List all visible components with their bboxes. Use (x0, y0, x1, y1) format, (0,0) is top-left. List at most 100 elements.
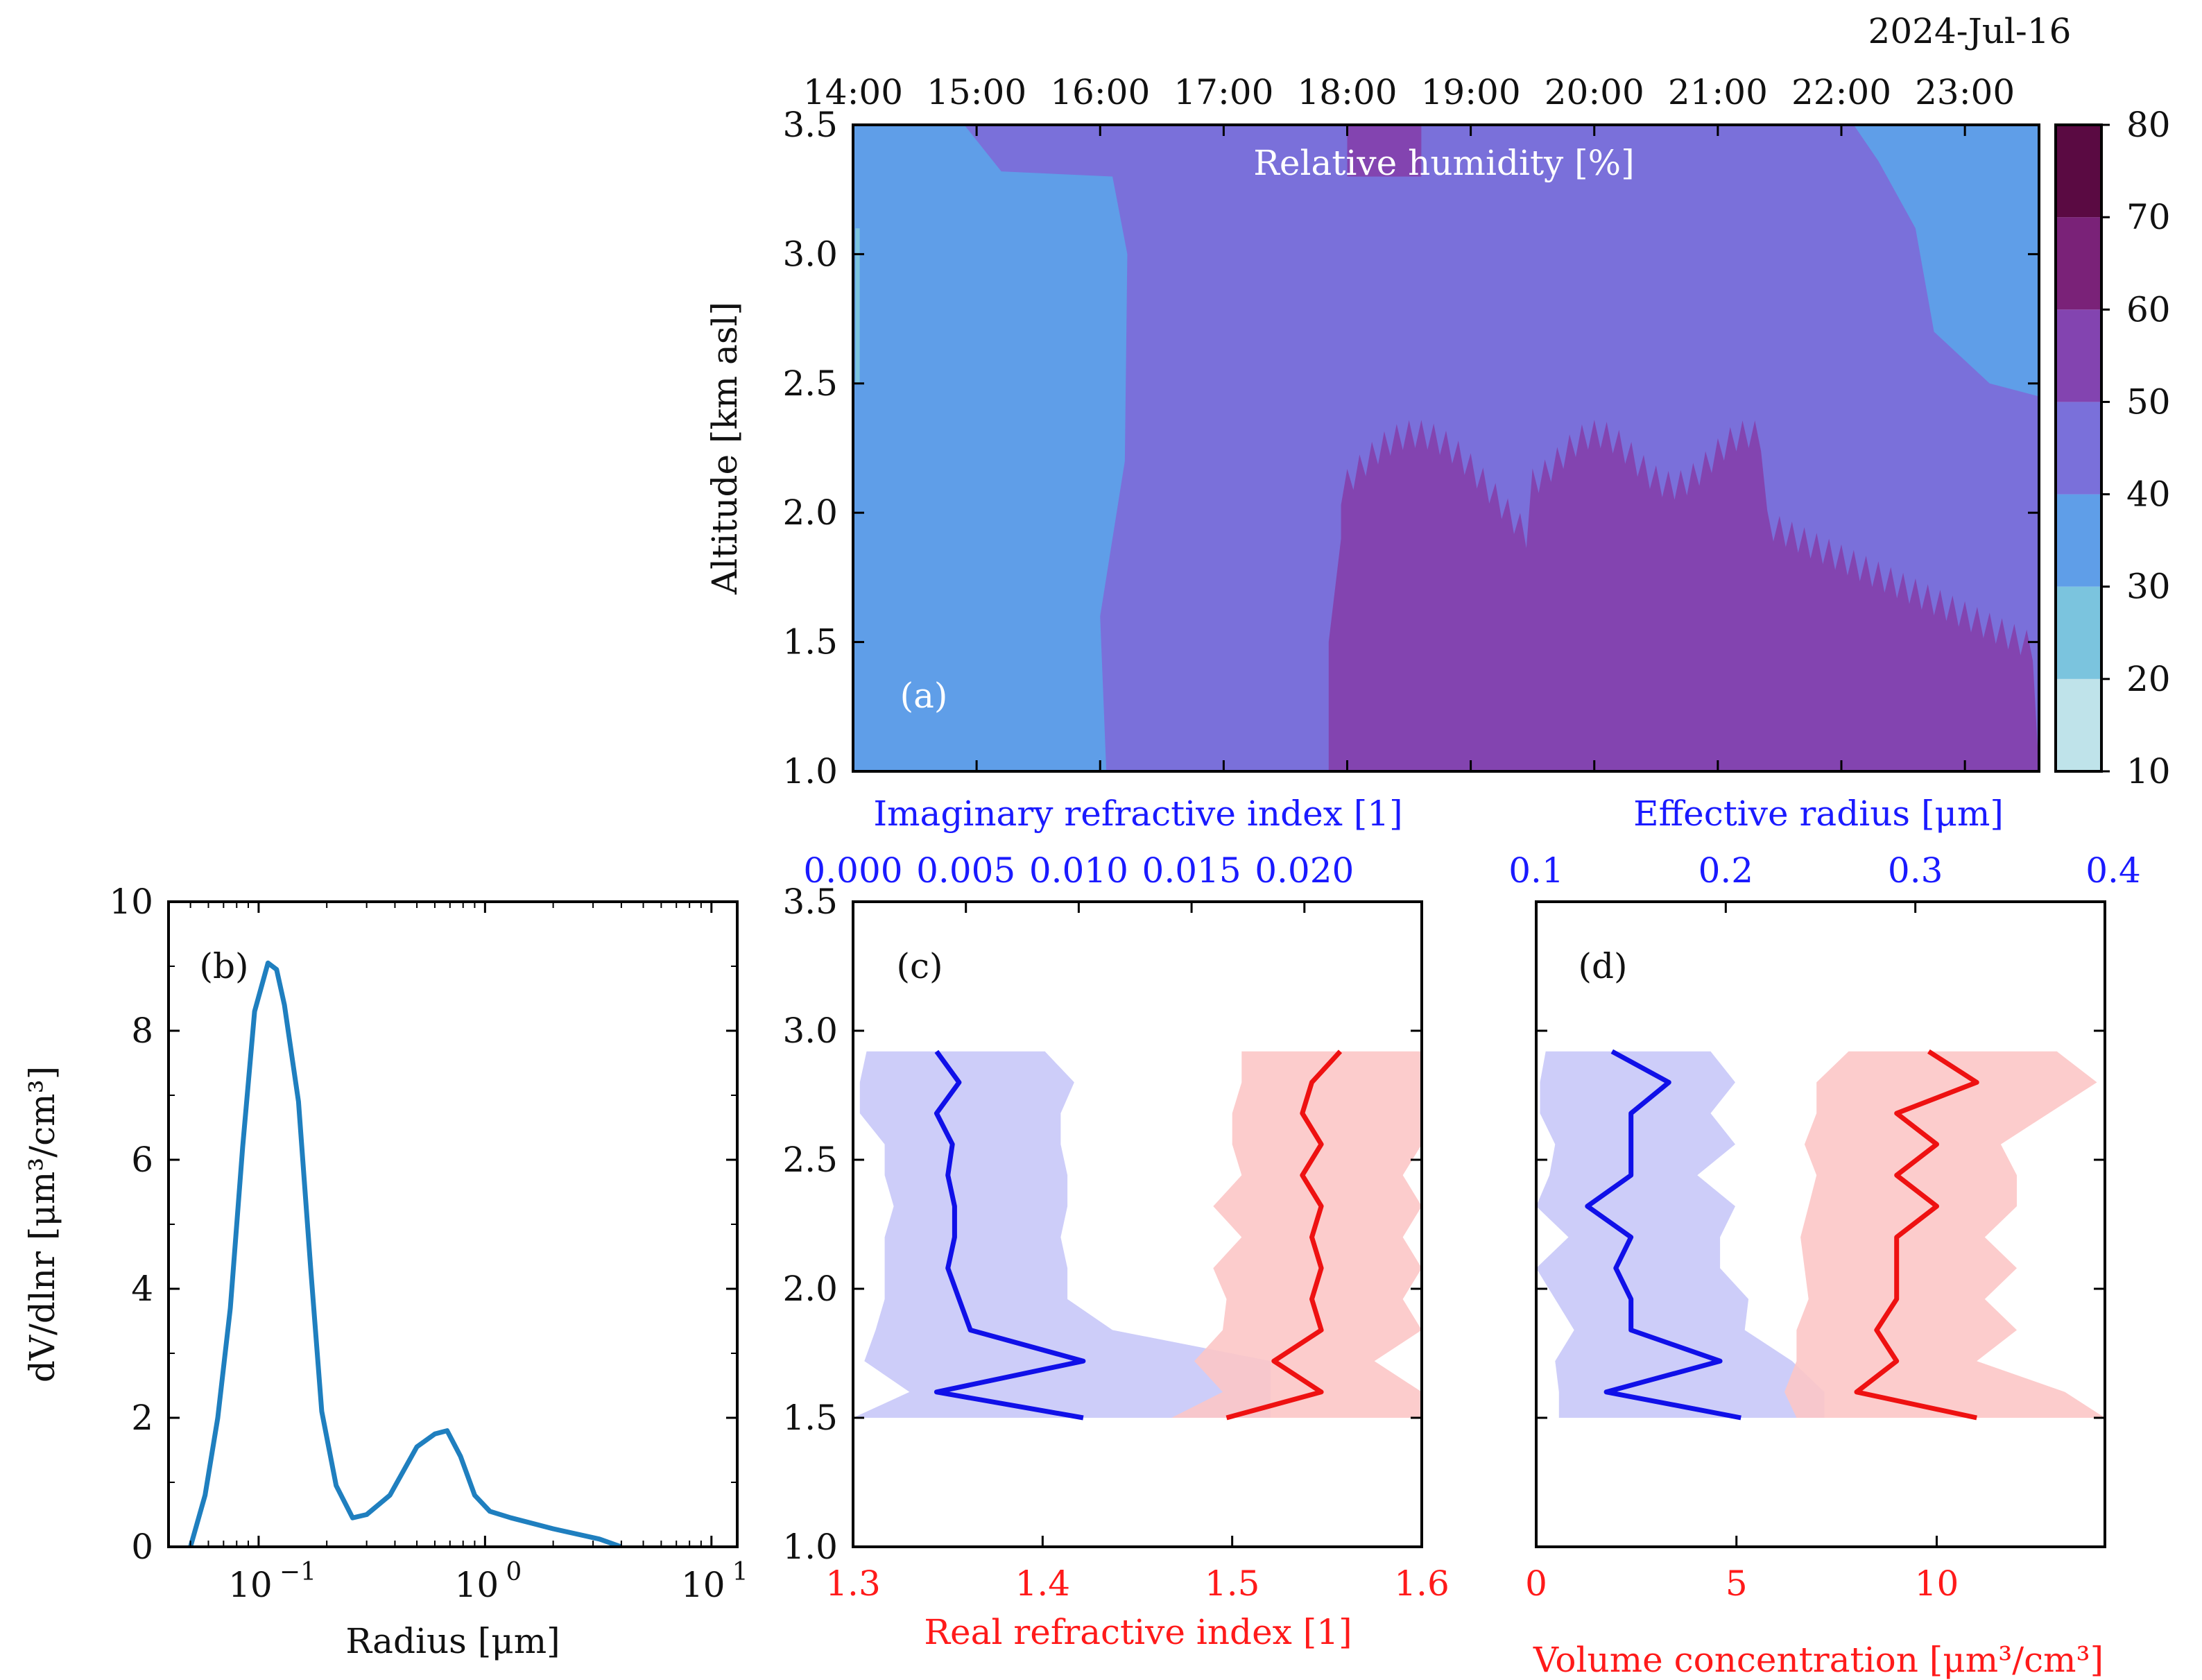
y-tick-label: 1.0 (782, 751, 838, 791)
axes-frame (852, 900, 1423, 1548)
bottom-x-tick-label: 0 (1525, 1563, 1547, 1604)
colorbar-frame (2054, 123, 2103, 773)
x-tick-exponent: −1 (279, 1558, 316, 1586)
top-x-tick-label: 0.010 (1029, 850, 1128, 891)
top-axis-label: Imaginary refractive index [1] (873, 794, 1402, 834)
colorbar-tick-label: 80 (2126, 105, 2171, 145)
panel-d-radius-concentration: 0.1 0.2 0.3 0.4 Effective radius [μm] 0 5 10 Vol… (1508, 794, 2141, 1680)
x-axis-label: Radius [μm] (345, 1621, 560, 1661)
colorbar-tick-label: 30 (2126, 567, 2171, 607)
y-tick-label: 1.5 (782, 622, 838, 662)
y-tick-label: 2 (131, 1398, 153, 1438)
top-x-tick-label: 0.000 (803, 850, 902, 891)
y-tick-label: 2.0 (782, 492, 838, 533)
y-tick-label: 3.0 (782, 234, 838, 274)
x-tick-label: 10 (228, 1565, 273, 1605)
y-tick-label: 4 (131, 1269, 153, 1309)
bottom-x-tick-label: 1.3 (825, 1563, 881, 1604)
colorbar-segment (2056, 586, 2101, 679)
top-x-tick-label: 0.020 (1255, 850, 1354, 891)
panel-label: (c) (896, 946, 943, 986)
colorbar-segment (2056, 125, 2101, 218)
y-tick-label: 2.5 (782, 1140, 838, 1180)
y-tick-label: 10 (109, 882, 153, 922)
x-tick-label: 20:00 (1545, 72, 1644, 112)
top-x-tick-label: 0.005 (916, 850, 1015, 891)
axes-frame (1535, 900, 2106, 1548)
panel-b-frame (167, 900, 739, 1548)
y-tick-label: 2.5 (782, 363, 838, 404)
bottom-x-tick-label: 1.4 (1015, 1563, 1071, 1604)
y-tick-label: 1.0 (782, 1527, 838, 1567)
blue-uncertainty-band (1536, 1051, 1825, 1418)
bottom-x-tick-label: 10 (1915, 1563, 1959, 1604)
colorbar-tick-label: 70 (2126, 197, 2171, 237)
x-tick-exponent: 1 (732, 1558, 748, 1586)
x-tick-label: 22:00 (1791, 72, 1891, 112)
panel-label: (a) (900, 676, 948, 716)
colorbar-segment (2056, 309, 2101, 402)
heatmap-title: Relative humidity [%] (1253, 143, 1634, 183)
rh-streak-20-30 (855, 228, 860, 384)
colorbar-tick-label: 10 (2126, 751, 2171, 791)
colorbar-segment (2056, 217, 2101, 310)
blue-profile-line (934, 1049, 1086, 1421)
panel-c-refractive-index: 1.0 1.5 2.0 2.5 3.0 3.50.000 0.005 0.010 0.015 0.… (782, 794, 1449, 1652)
top-x-tick-label: 0.3 (1888, 850, 1943, 891)
x-tick-label: 23:00 (1915, 72, 2015, 112)
x-tick-exponent: 0 (506, 1558, 522, 1586)
bottom-axis-label: Volume concentration [μm³/cm³] (1533, 1640, 2104, 1680)
panel-label: (d) (1578, 946, 1627, 986)
y-axis-label: Altitude [km asl] (705, 302, 745, 595)
blue-uncertainty-band (853, 1051, 1271, 1418)
bottom-x-tick-label: 1.6 (1394, 1563, 1450, 1604)
blue-profile-line (1585, 1049, 1741, 1421)
rh-patch-50-60 (1347, 125, 1422, 177)
y-tick-label: 3.0 (782, 1011, 838, 1051)
plot-area (1536, 1049, 2105, 1421)
bottom-axis-label: Real refractive index [1] (924, 1612, 1352, 1652)
red-uncertainty-band (1171, 1051, 1422, 1418)
y-tick-label: 6 (131, 1140, 153, 1180)
y-tick-label: 3.5 (782, 105, 838, 145)
panel-a-heatmap: 1.0 1.5 2.0 2.5 3.0 3.514:00 15:00 16:00 17:00 18… (705, 11, 2171, 791)
red-profile-line (1854, 1049, 1979, 1421)
panel-label: (b) (199, 946, 248, 986)
top-x-tick-label: 0.4 (2085, 850, 2141, 891)
bottom-x-tick-label: 1.5 (1205, 1563, 1260, 1604)
x-tick-label: 18:00 (1297, 72, 1397, 112)
rh-region-50-60 (1328, 420, 2039, 771)
plot-area (188, 960, 623, 1547)
x-tick-label: 15:00 (927, 72, 1026, 112)
red-profile-line (1225, 1049, 1343, 1421)
y-axis-label: dV/dlnr [μm³/cm³] (22, 1066, 62, 1382)
x-tick-label: 17:00 (1173, 72, 1273, 112)
top-axis-label: Effective radius [μm] (1633, 794, 2004, 834)
y-tick-label: 0 (131, 1527, 153, 1567)
top-x-tick-label: 0.2 (1698, 850, 1754, 891)
colorbar-segment (2056, 678, 2101, 771)
plot-area (853, 1049, 1422, 1421)
colorbar-segment (2056, 402, 2101, 495)
colorbar-tick-label: 50 (2126, 382, 2171, 422)
panel-a-frame (852, 123, 2040, 773)
colorbar-tick-label: 60 (2126, 289, 2171, 329)
colorbar-tick-label: 40 (2126, 474, 2171, 515)
date-label: 2024-Jul-16 (1868, 11, 2072, 51)
x-tick-label: 14:00 (803, 72, 903, 112)
colorbar-segment (2056, 494, 2101, 587)
y-tick-label: 3.5 (782, 882, 838, 922)
y-tick-label: 1.5 (782, 1398, 838, 1438)
x-tick-label: 10 (455, 1565, 499, 1605)
top-x-tick-label: 0.1 (1508, 850, 1564, 891)
red-uncertainty-band (1784, 1051, 2105, 1418)
bottom-x-tick-label: 5 (1726, 1563, 1748, 1604)
x-tick-label: 16:00 (1050, 72, 1150, 112)
y-tick-label: 8 (131, 1011, 153, 1051)
top-x-tick-label: 0.015 (1142, 850, 1241, 891)
colorbar-tick-label: 20 (2126, 659, 2171, 699)
y-tick-label: 2.0 (782, 1269, 838, 1309)
x-tick-label: 10 (681, 1565, 725, 1605)
